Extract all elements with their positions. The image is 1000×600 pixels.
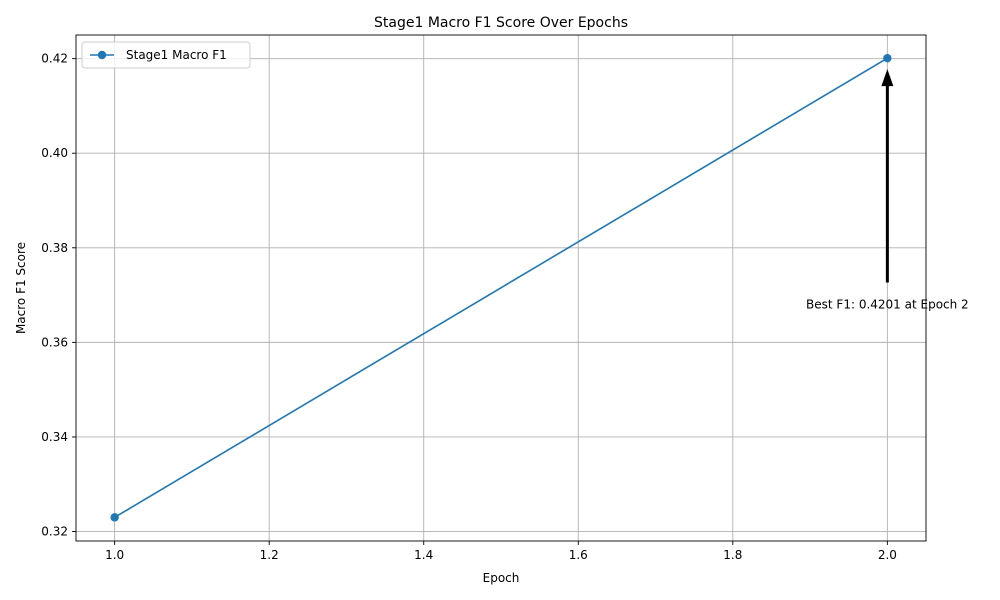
annotation-arrow-head [881, 69, 894, 87]
y-tick-label: 0.36 [41, 335, 68, 349]
x-tick-label: 1.4 [414, 548, 433, 562]
y-tick-label: 0.38 [41, 241, 68, 255]
chart-title: Stage1 Macro F1 Score Over Epochs [374, 15, 628, 31]
x-tick-label: 1.6 [569, 548, 588, 562]
x-axis-title: Epoch [483, 571, 520, 585]
plot-frame [75, 34, 927, 542]
y-axis-title: Macro F1 Score [14, 242, 28, 334]
y-axis: 0.32 0.34 0.36 0.38 0.40 0.42 [41, 52, 76, 539]
x-tick-label: 2.0 [878, 548, 897, 562]
y-tick-label: 0.32 [41, 525, 68, 539]
grid [76, 35, 926, 541]
annotation: Best F1: 0.4201 at Epoch 2 [806, 69, 969, 312]
data-point [883, 53, 892, 63]
x-tick-label: 1.2 [260, 548, 279, 562]
x-tick-label: 1.0 [105, 548, 124, 562]
x-tick-label: 1.8 [723, 548, 742, 562]
annotation-label: Best F1: 0.4201 at Epoch 2 [806, 298, 969, 312]
series-line [114, 57, 888, 519]
y-tick-label: 0.40 [41, 146, 68, 160]
y-tick-label: 0.42 [41, 52, 68, 66]
legend: Stage1 Macro F1 [81, 41, 251, 69]
legend-box [81, 41, 251, 69]
legend-label: Stage1 Macro F1 [126, 48, 227, 62]
y-tick-label: 0.34 [41, 430, 68, 444]
series-layer [110, 53, 892, 522]
legend-marker-sample [97, 50, 107, 60]
x-axis: 1.0 1.2 1.4 1.6 1.8 2.0 [105, 541, 897, 562]
data-point [110, 513, 119, 522]
